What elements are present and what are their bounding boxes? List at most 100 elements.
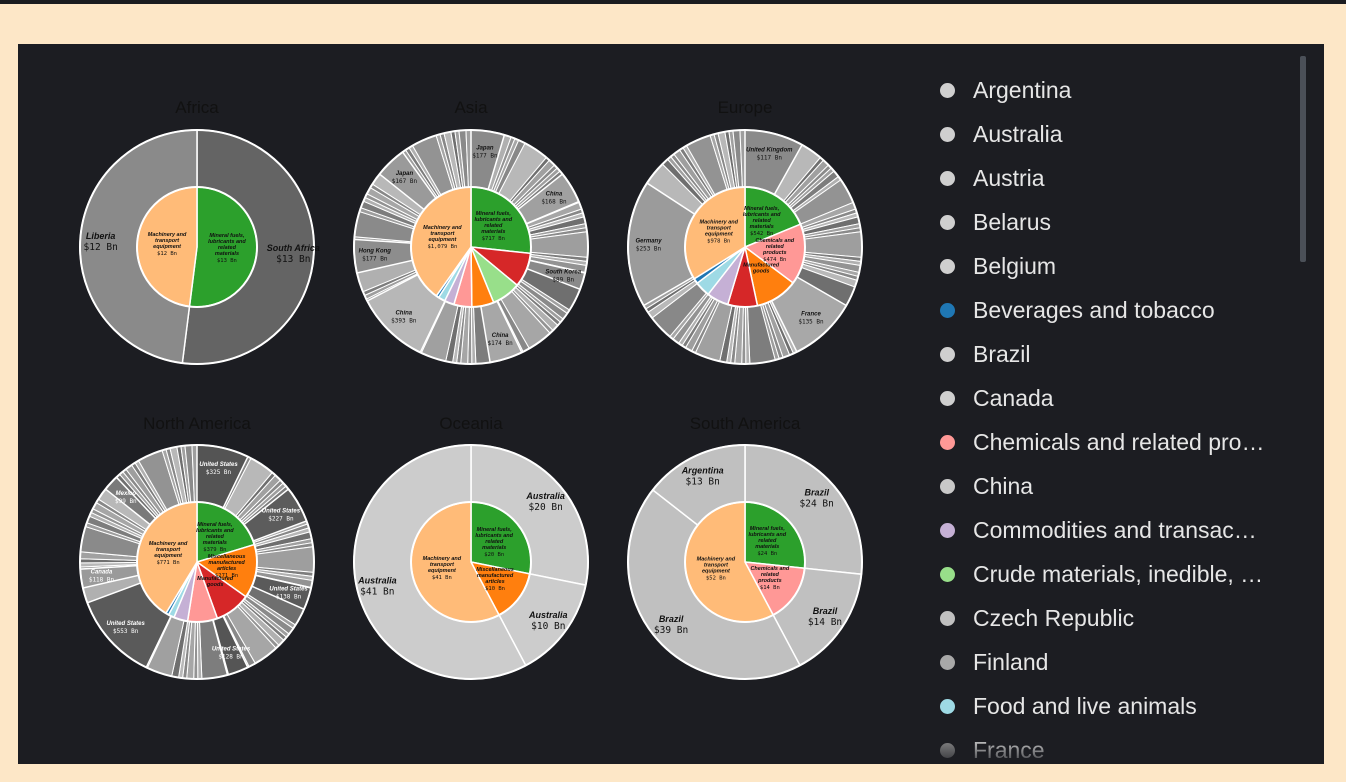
- legend-item[interactable]: Crude materials, inedible, …: [938, 552, 1308, 596]
- legend-item[interactable]: Czech Republic: [938, 596, 1308, 640]
- legend-swatch: [940, 566, 955, 582]
- inner-slice-value: $717 Bn: [482, 236, 505, 242]
- legend-item[interactable]: Belgium: [938, 244, 1308, 288]
- legend-label: Food and live animals: [973, 692, 1197, 719]
- inner-slice-label: Manufactured: [197, 576, 234, 582]
- outer-slice-value: $24 Bn: [800, 498, 834, 509]
- legend-swatch: [940, 478, 955, 494]
- outer-slice-value: $41 Bn: [360, 586, 394, 597]
- legend-swatch: [940, 346, 955, 362]
- inner-slice-label: related: [758, 538, 777, 544]
- legend-item[interactable]: Food and live animals: [938, 684, 1308, 728]
- outer-slice-value: $13 Bn: [686, 476, 720, 487]
- inner-slice-label: Machinery and: [423, 225, 462, 231]
- outer-slice-value: $177 Bn: [472, 153, 498, 160]
- inner-slice-label: Mineral fuels,: [209, 233, 245, 239]
- legend: Argentina Australia Austria Belarus Belgium B…: [938, 68, 1308, 764]
- outer-slice-label: Brazil: [804, 487, 829, 497]
- legend-item[interactable]: Belarus: [938, 200, 1308, 244]
- legend-item[interactable]: Commodities and transac…: [938, 508, 1308, 552]
- inner-slice-label: Manufactured: [743, 262, 780, 268]
- legend-scrollbar[interactable]: [1300, 56, 1306, 262]
- legend-label: Argentina: [973, 76, 1072, 103]
- outer-slice-value: $253 Bn: [636, 245, 662, 252]
- inner-slice-value: $12 Bn: [157, 251, 177, 257]
- inner-slice-label: transport: [704, 562, 729, 568]
- inner-slice-label: Miscellaneous: [476, 567, 514, 573]
- inner-slice-label: materials: [755, 544, 779, 550]
- inner-slice-value: $20 Bn: [484, 552, 504, 558]
- outer-slice-label: Brazil: [659, 614, 684, 624]
- legend-item[interactable]: Argentina: [938, 68, 1308, 112]
- inner-slice-value: $771 Bn: [157, 560, 180, 566]
- legend-item[interactable]: Austria: [938, 156, 1308, 200]
- inner-slice-label: related: [761, 572, 780, 578]
- outer-slice-value: $89 Bn: [552, 276, 574, 283]
- outer-slice-label: Australia: [525, 491, 565, 501]
- inner-slice-label: Mineral fuels,: [197, 522, 233, 528]
- legend-item[interactable]: Australia: [938, 112, 1308, 156]
- inner-slice-label: articles: [217, 566, 236, 572]
- outer-slice-label: Mexico: [116, 491, 137, 497]
- sunburst-asia: [353, 129, 589, 365]
- chart-panel: Africa Mineral fuels, lubricants and relate…: [18, 44, 1324, 764]
- legend-swatch: [940, 170, 955, 186]
- outer-slice-value: $393 Bn: [391, 317, 417, 324]
- outer-slice-label: Japan: [396, 171, 414, 177]
- outer-slice-value: $128 Bn: [218, 653, 244, 660]
- inner-slice-label: materials: [215, 251, 239, 257]
- inner-slice-label: Miscellaneous: [208, 554, 246, 560]
- legend-swatch: [940, 654, 955, 670]
- legend-item[interactable]: France: [938, 728, 1308, 764]
- inner-slice-label: Mineral fuels,: [476, 211, 512, 217]
- outer-slice-value: $20 Bn: [529, 502, 563, 513]
- outer-slice-value: $138 Bn: [276, 593, 302, 600]
- top-border: [0, 0, 1346, 4]
- outer-slice-label: China: [546, 192, 563, 198]
- legend-item[interactable]: Beverages and tobacco: [938, 288, 1308, 332]
- inner-slice-label: goods: [752, 268, 770, 274]
- legend-label: Australia: [973, 120, 1063, 147]
- inner-slice-label: transport: [430, 231, 455, 237]
- sunburst-europe: [627, 129, 863, 365]
- outer-slice-label: Japan: [476, 146, 494, 152]
- inner-slice-label: related: [218, 245, 237, 251]
- legend-label: Finland: [973, 648, 1049, 675]
- inner-slice-value: $1,079 Bn: [428, 244, 458, 250]
- legend-label: Crude materials, inedible, …: [973, 560, 1264, 587]
- legend-item[interactable]: China: [938, 464, 1308, 508]
- inner-slice-label: transport: [707, 225, 732, 231]
- legend-label: Austria: [973, 164, 1045, 191]
- inner-slice-label: lubricants and: [196, 528, 234, 534]
- sunburst-africa: [79, 129, 315, 365]
- inner-slice-label: manufactured: [208, 560, 245, 566]
- legend-swatch: [940, 390, 955, 406]
- legend-item[interactable]: Brazil: [938, 332, 1308, 376]
- inner-slice-label: manufactured: [477, 573, 514, 579]
- inner-slice-label: articles: [485, 579, 504, 585]
- inner-slice-label: Chemicals and: [755, 238, 794, 244]
- inner-slice-label: Mineral fuels,: [744, 206, 780, 212]
- outer-slice-label: Canada: [91, 570, 113, 576]
- inner-slice-label: related: [206, 534, 225, 540]
- inner-slice-label: equipment: [428, 568, 457, 574]
- outer-slice-value: $99 Bn: [115, 498, 137, 505]
- inner-slice-label: equipment: [153, 244, 182, 250]
- inner-slice-label: related: [485, 539, 504, 545]
- legend-item[interactable]: Canada: [938, 376, 1308, 420]
- legend-item[interactable]: Finland: [938, 640, 1308, 684]
- outer-slice-label: United Kingdom: [746, 148, 793, 154]
- outer-slice-label: United States: [199, 462, 238, 468]
- legend-label: Beverages and tobacco: [973, 296, 1215, 323]
- inner-slice-label: Machinery and: [423, 556, 462, 562]
- legend-swatch: [940, 126, 955, 142]
- inner-slice-label: equipment: [154, 553, 183, 559]
- legend-item[interactable]: Chemicals and related pro…: [938, 420, 1308, 464]
- legend-label: Chemicals and related pro…: [973, 428, 1265, 455]
- legend-label: Commodities and transac…: [973, 516, 1257, 543]
- outer-slice-value: $39 Bn: [654, 625, 688, 636]
- legend-swatch: [940, 698, 955, 714]
- outer-slice-value: $168 Bn: [541, 199, 567, 206]
- inner-slice-label: transport: [155, 238, 180, 244]
